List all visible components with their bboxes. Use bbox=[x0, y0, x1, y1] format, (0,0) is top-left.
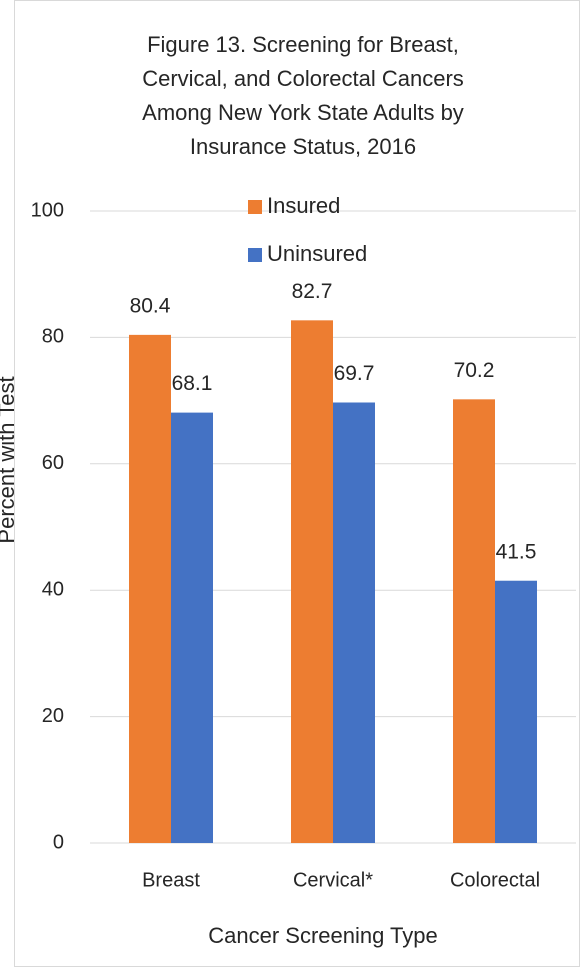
chart-title: Cervical, and Colorectal Cancers bbox=[142, 66, 464, 91]
y-tick-label: 40 bbox=[42, 578, 64, 600]
value-label: 68.1 bbox=[172, 372, 213, 395]
bar bbox=[495, 580, 537, 843]
legend-swatch bbox=[248, 200, 262, 214]
value-label: 82.7 bbox=[292, 280, 333, 303]
y-tick-label: 0 bbox=[53, 831, 64, 853]
chart-title: Among New York State Adults by bbox=[142, 100, 464, 125]
x-tick-label: Cervical* bbox=[293, 869, 373, 891]
x-axis-title: Cancer Screening Type bbox=[208, 923, 438, 948]
value-label: 80.4 bbox=[130, 294, 171, 317]
bar bbox=[171, 412, 213, 843]
value-label: 70.2 bbox=[454, 359, 495, 382]
bar bbox=[333, 402, 375, 843]
y-axis-title: Percent with Test bbox=[0, 376, 19, 543]
x-tick-label: Colorectal bbox=[450, 869, 540, 891]
y-tick-label: 100 bbox=[31, 199, 64, 221]
x-tick-label: Breast bbox=[142, 869, 200, 891]
legend-label: Insured bbox=[267, 193, 340, 218]
legend-swatch bbox=[248, 248, 262, 262]
legend-label: Uninsured bbox=[267, 241, 367, 266]
value-label: 69.7 bbox=[334, 362, 375, 385]
bar bbox=[129, 334, 171, 843]
bar bbox=[291, 320, 333, 843]
chart-title: Insurance Status, 2016 bbox=[190, 134, 416, 159]
y-tick-label: 60 bbox=[42, 452, 64, 474]
chart-title: Figure 13. Screening for Breast, bbox=[147, 32, 459, 57]
bar bbox=[453, 399, 495, 843]
y-tick-label: 20 bbox=[42, 705, 64, 727]
y-tick-label: 80 bbox=[42, 326, 64, 348]
value-label: 41.5 bbox=[496, 540, 537, 563]
